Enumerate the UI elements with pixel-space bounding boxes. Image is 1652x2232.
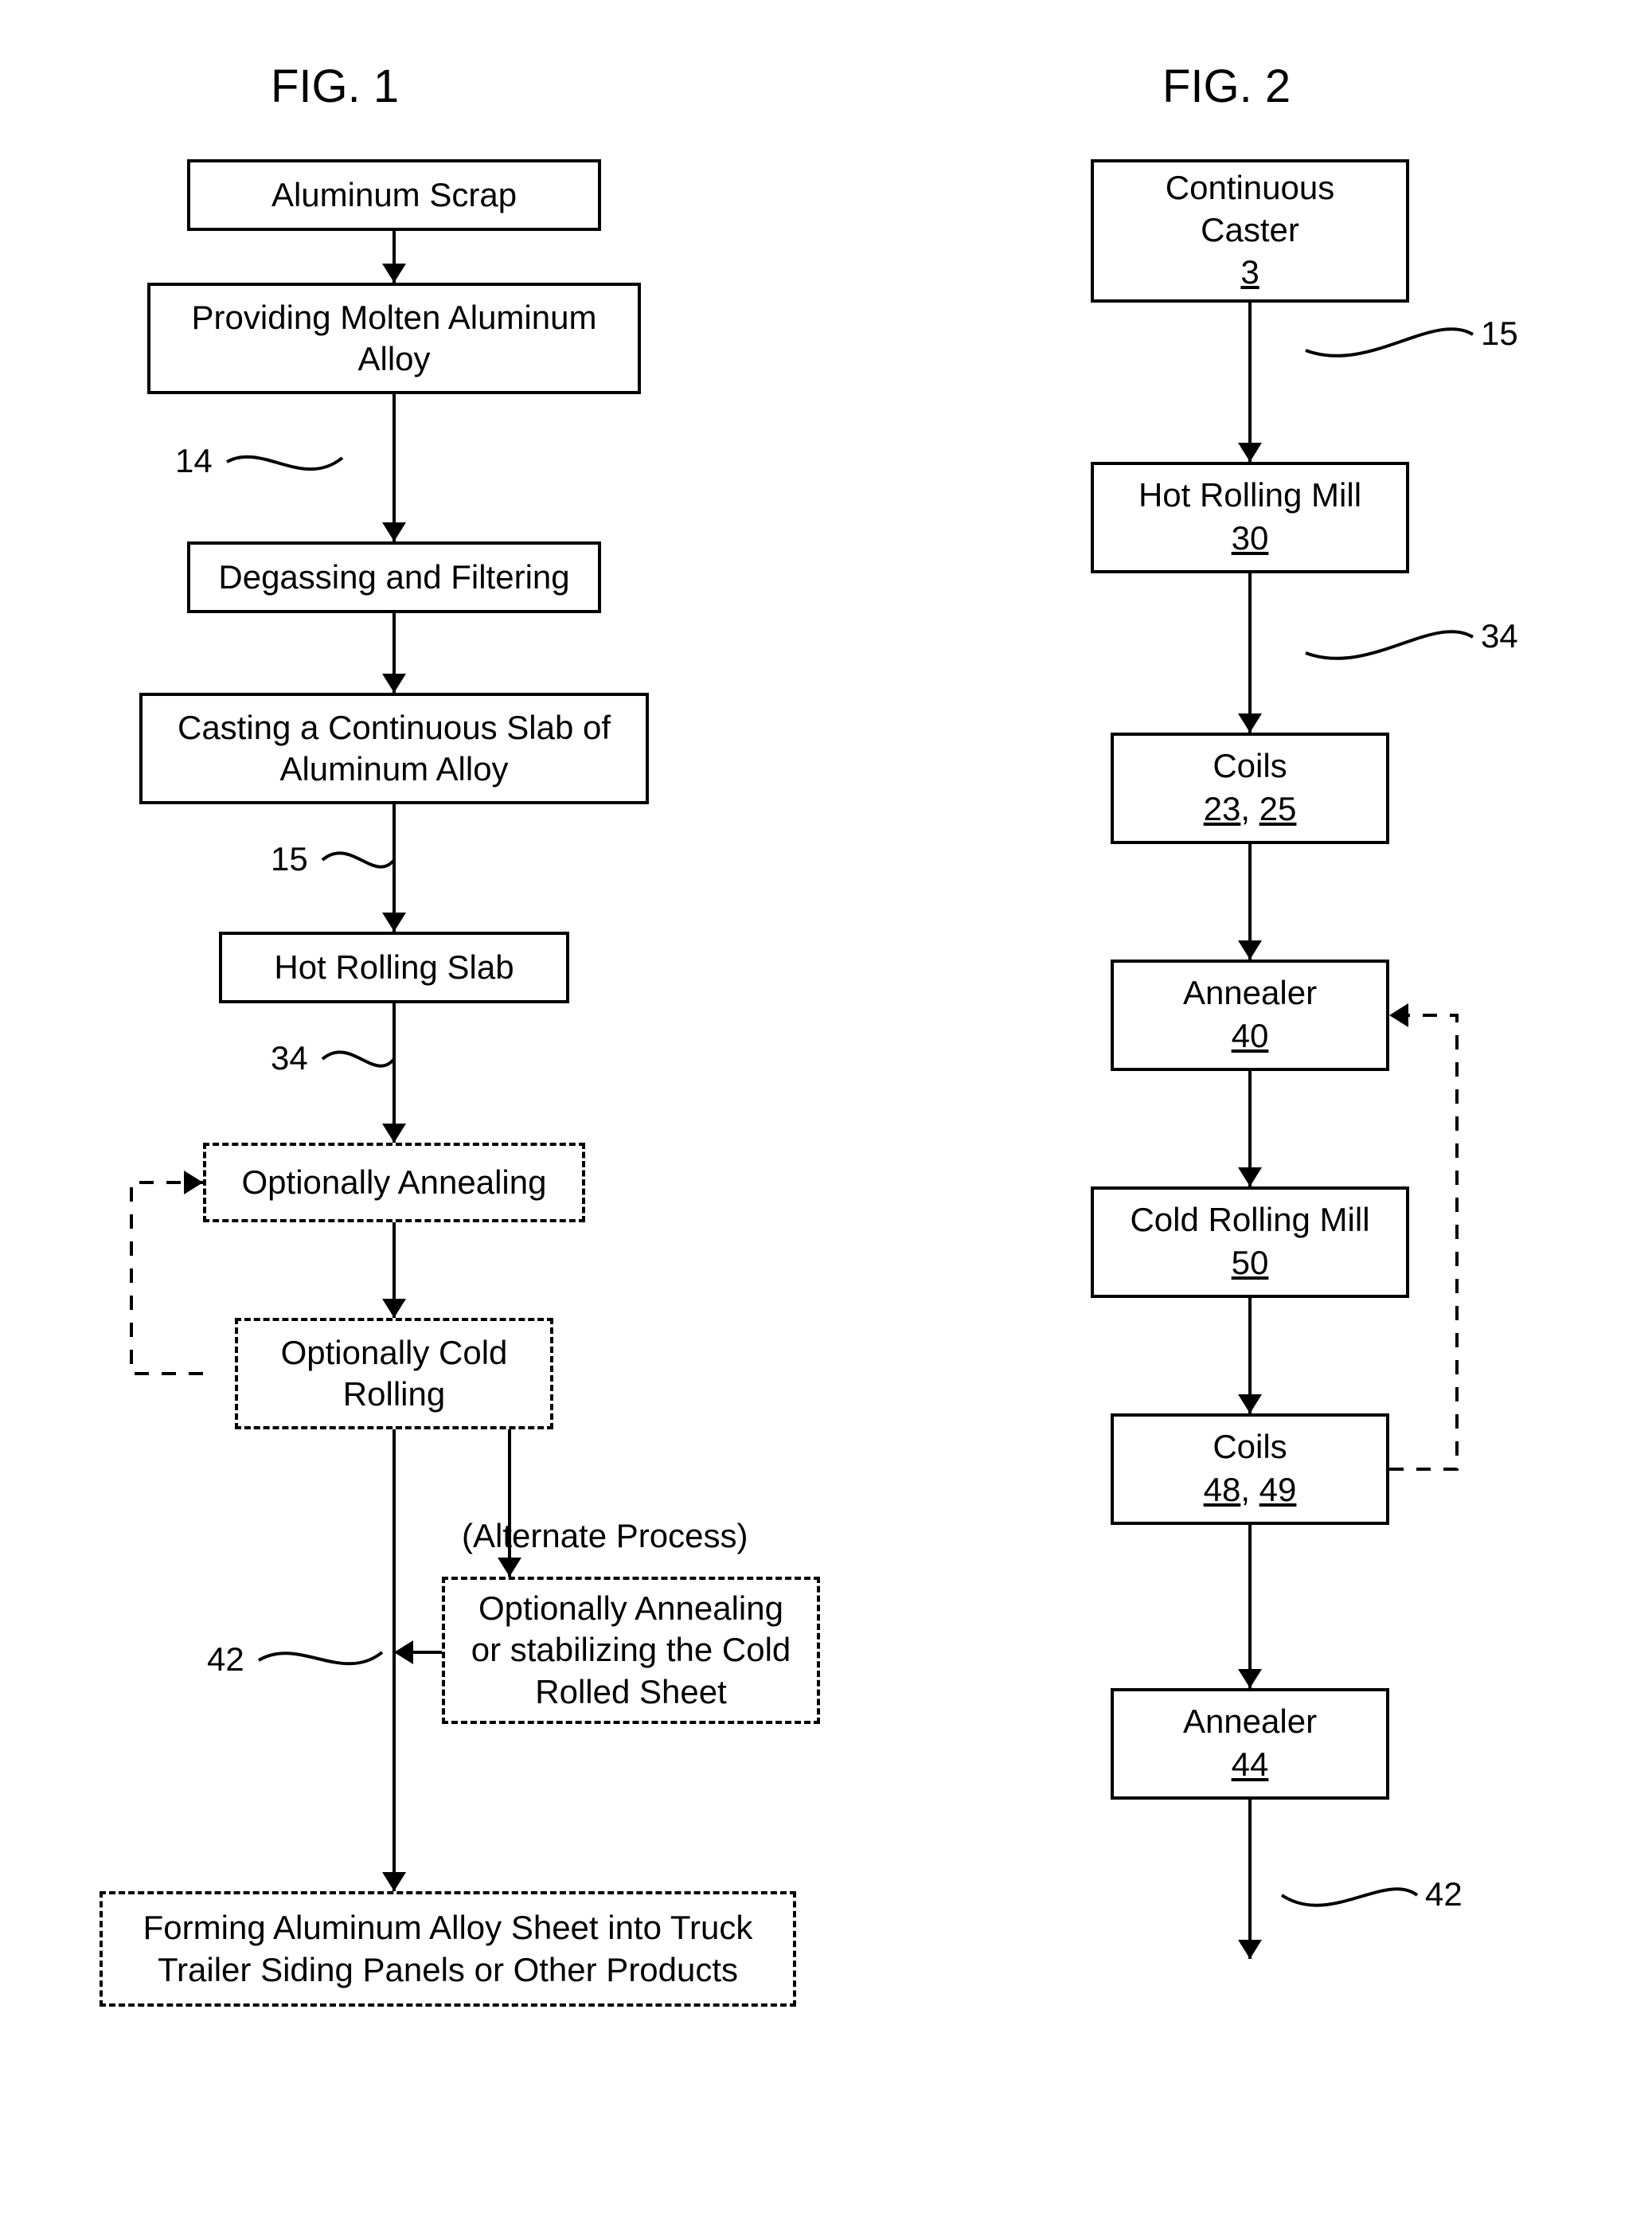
fig1-box-molten-text: Providing Molten Aluminum	[192, 297, 597, 339]
fig1-box-opt_cold-text: Optionally Cold	[281, 1332, 508, 1374]
fig1-box-forming-text: Trailer Siding Panels or Other Products	[158, 1949, 738, 1992]
fig2-box-coldmill-ref: 50	[1232, 1241, 1269, 1285]
fig1-box-forming: Forming Aluminum Alloy Sheet into TruckT…	[100, 1891, 796, 2007]
fig1-box-opt_anneal: Optionally Annealing	[203, 1143, 585, 1222]
fig2-label-l42: 42	[1425, 1875, 1463, 1913]
fig1-label-l42: 42	[207, 1640, 244, 1679]
fig2-box-hotmill-text: Hot Rolling Mill	[1138, 475, 1361, 517]
fig2-box-annealer2: Annealer44	[1111, 1688, 1389, 1800]
fig1-box-opt_stab-text: Optionally Annealing	[478, 1588, 783, 1630]
fig1-box-degas: Degassing and Filtering	[187, 541, 601, 613]
fig1-box-hotroll: Hot Rolling Slab	[219, 932, 569, 1003]
fig2-box-caster-ref: 3	[1240, 251, 1259, 295]
fig2-box-annealer1-ref: 40	[1232, 1014, 1269, 1058]
fig1-box-scrap-text: Aluminum Scrap	[271, 174, 517, 217]
fig2-label-l15: 15	[1481, 315, 1518, 353]
fig1-box-opt_anneal-text: Optionally Annealing	[242, 1162, 547, 1204]
fig2-box-hotmill-ref: 30	[1232, 517, 1269, 561]
fig2-box-annealer2-ref: 44	[1232, 1743, 1269, 1787]
fig2-box-coils1-refs: 23, 25	[1204, 788, 1297, 831]
fig1-box-opt_stab: Optionally Annealingor stabilizing the C…	[442, 1577, 820, 1724]
fig1-box-casting-text: Casting a Continuous Slab of	[178, 707, 611, 749]
fig2-box-caster-text: Continuous	[1166, 167, 1334, 209]
fig1-box-molten: Providing Molten AluminumAlloy	[147, 283, 641, 394]
fig2-title: FIG. 2	[1162, 60, 1291, 113]
fig2-box-hotmill: Hot Rolling Mill30	[1091, 462, 1409, 573]
fig2-box-caster: ContinuousCaster3	[1091, 159, 1409, 303]
fig2-label-l34: 34	[1481, 617, 1518, 655]
fig1-box-opt_stab-text: Rolled Sheet	[535, 1671, 727, 1714]
fig1-label-l15: 15	[271, 840, 308, 878]
fig2-box-coils1: Coils23, 25	[1111, 733, 1389, 844]
fig1-title: FIG. 1	[271, 60, 399, 113]
fig1-box-casting-text: Aluminum Alloy	[279, 749, 508, 791]
fig1-box-hotroll-text: Hot Rolling Slab	[274, 947, 514, 989]
fig2-box-coils2-refs: 48, 49	[1204, 1468, 1297, 1512]
fig1-box-opt_cold: Optionally ColdRolling	[235, 1318, 553, 1429]
fig2-box-caster-text: Caster	[1201, 209, 1299, 252]
fig2-box-annealer1: Annealer40	[1111, 960, 1389, 1071]
fig1-label-l14: 14	[175, 442, 213, 480]
fig2-box-annealer2-text: Annealer	[1183, 1701, 1317, 1743]
fig1-box-casting: Casting a Continuous Slab ofAluminum All…	[139, 693, 649, 804]
fig1-box-scrap: Aluminum Scrap	[187, 159, 601, 231]
fig2-box-coils2-text: Coils	[1213, 1426, 1287, 1468]
fig2-box-annealer1-text: Annealer	[1183, 972, 1317, 1014]
fig2-box-coldmill-text: Cold Rolling Mill	[1130, 1199, 1369, 1241]
fig2-box-coils1-text: Coils	[1213, 745, 1287, 788]
fig1-box-molten-text: Alloy	[357, 338, 430, 381]
fig1-label-l34: 34	[271, 1039, 308, 1077]
fig1-box-degas-text: Degassing and Filtering	[218, 557, 569, 599]
fig1-box-forming-text: Forming Aluminum Alloy Sheet into Truck	[143, 1907, 753, 1949]
fig1-box-opt_stab-text: or stabilizing the Cold	[471, 1629, 791, 1671]
fig1-box-opt_cold-text: Rolling	[343, 1374, 445, 1416]
fig1-label-alt: (Alternate Process)	[462, 1517, 748, 1555]
fig2-box-coldmill: Cold Rolling Mill50	[1091, 1186, 1409, 1298]
fig2-box-coils2: Coils48, 49	[1111, 1413, 1389, 1525]
